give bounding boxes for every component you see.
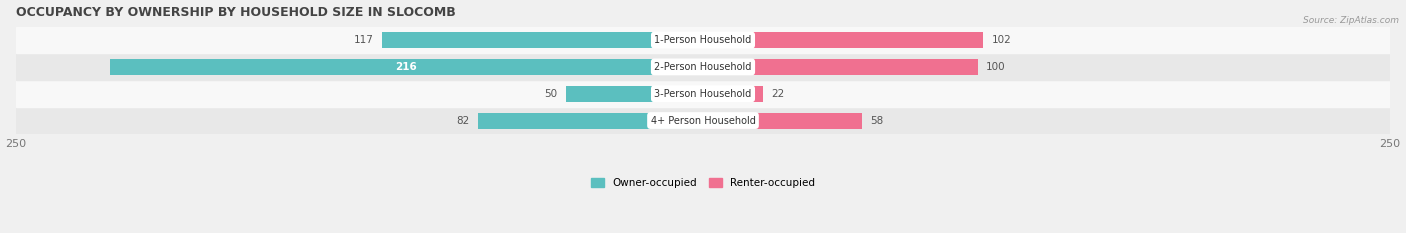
Bar <box>15 54 1391 80</box>
Bar <box>15 80 1391 107</box>
Bar <box>703 32 983 48</box>
Text: Source: ZipAtlas.com: Source: ZipAtlas.com <box>1303 16 1399 25</box>
Bar <box>15 27 1391 54</box>
Text: 216: 216 <box>395 62 418 72</box>
Text: 1-Person Household: 1-Person Household <box>654 35 752 45</box>
Bar <box>478 113 703 129</box>
Text: 22: 22 <box>772 89 785 99</box>
Bar <box>703 86 763 102</box>
Bar <box>703 59 977 75</box>
Bar <box>15 107 1391 134</box>
Text: OCCUPANCY BY OWNERSHIP BY HOUSEHOLD SIZE IN SLOCOMB: OCCUPANCY BY OWNERSHIP BY HOUSEHOLD SIZE… <box>15 6 456 19</box>
Bar <box>703 113 862 129</box>
Text: 216: 216 <box>678 62 697 72</box>
Text: 50: 50 <box>544 89 557 99</box>
Text: 2-Person Household: 2-Person Household <box>654 62 752 72</box>
Text: 3-Person Household: 3-Person Household <box>654 89 752 99</box>
Legend: Owner-occupied, Renter-occupied: Owner-occupied, Renter-occupied <box>591 178 815 188</box>
Bar <box>110 59 703 75</box>
Bar <box>565 86 703 102</box>
Bar <box>381 32 703 48</box>
Text: 117: 117 <box>353 35 374 45</box>
Text: 82: 82 <box>456 116 470 126</box>
Text: 102: 102 <box>991 35 1011 45</box>
Text: 4+ Person Household: 4+ Person Household <box>651 116 755 126</box>
Text: 100: 100 <box>986 62 1005 72</box>
Text: 58: 58 <box>870 116 884 126</box>
